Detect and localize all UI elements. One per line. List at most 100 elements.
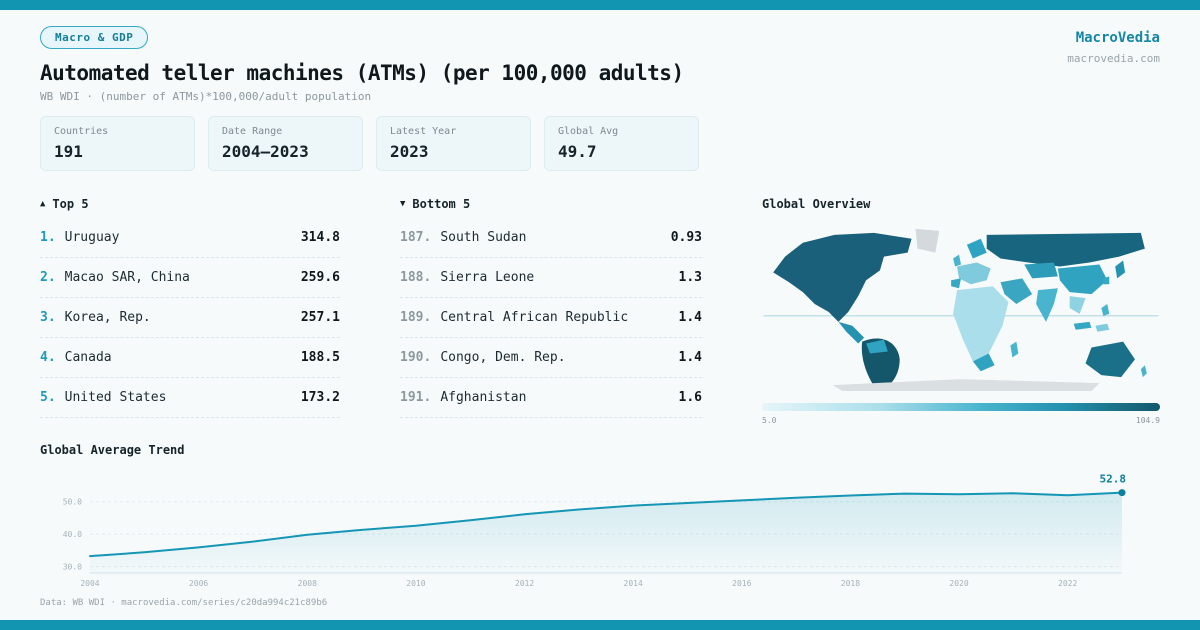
- country-value: 259.6: [300, 270, 340, 285]
- country-name: Sierra Leone: [440, 270, 535, 285]
- country-value: 1.4: [678, 350, 702, 365]
- scale-max-label: 104.9: [1135, 416, 1160, 425]
- country-value: 1.4: [678, 310, 702, 325]
- country-value: 188.5: [300, 350, 340, 365]
- rank-number: 191.: [400, 390, 432, 405]
- stat-label: Date Range: [222, 126, 283, 137]
- stat-label: Countries: [54, 126, 109, 137]
- world-map-choropleth: [763, 228, 1159, 391]
- country-value: 257.1: [300, 310, 340, 325]
- top-accent-bar: [0, 0, 1200, 10]
- page-subtitle: WB WDI · (number of ATMs)*100,000/adult …: [40, 90, 372, 103]
- country-name: Congo, Dem. Rep.: [440, 350, 566, 365]
- main-row: ▲ Top 5 1. Uruguay 314.8 2. Macao SAR, C…: [0, 171, 1200, 425]
- stat-value: 2023: [390, 142, 429, 161]
- country-name: United States: [64, 390, 167, 405]
- bottom5-title: ▼ Bottom 5: [400, 195, 702, 213]
- south-america-north-patch: [866, 339, 888, 354]
- indonesia-west: [1073, 321, 1092, 330]
- header-left: Macro & GDP Automated teller machines (A…: [40, 26, 684, 103]
- list-item: 188. Sierra Leone 1.3: [400, 258, 702, 298]
- antarctica: [832, 379, 1100, 391]
- scale-min-label: 5.0: [762, 416, 777, 425]
- list-item: 187. South Sudan 0.93: [400, 218, 702, 258]
- map-title-label: Global Overview: [762, 197, 871, 211]
- country-name: South Sudan: [440, 230, 527, 245]
- svg-text:40.0: 40.0: [63, 530, 82, 539]
- rank-number: 5.: [40, 390, 56, 405]
- stat-value: 49.7: [558, 142, 597, 161]
- continent-europe: [957, 262, 991, 285]
- svg-text:52.8: 52.8: [1100, 473, 1127, 486]
- trend-title: Global Average Trend: [40, 443, 185, 457]
- list-item: 2. Macao SAR, China 259.6: [40, 258, 340, 298]
- choropleth-color-scale: [762, 403, 1160, 411]
- rank-number: 3.: [40, 310, 56, 325]
- brand-name: MacroVedia: [1075, 30, 1160, 46]
- central-america: [838, 321, 865, 344]
- madagascar: [1010, 341, 1019, 358]
- new-zealand: [1140, 365, 1147, 378]
- bottom-accent-bar: [0, 620, 1200, 630]
- stat-card-global-avg: Global Avg 49.7: [544, 116, 699, 171]
- korea: [1103, 276, 1110, 285]
- list-item: 190. Congo, Dem. Rep. 1.4: [400, 338, 702, 378]
- header: Macro & GDP Automated teller machines (A…: [0, 10, 1200, 103]
- australia: [1085, 341, 1135, 378]
- category-badge[interactable]: Macro & GDP: [40, 26, 149, 49]
- country-name: Uruguay: [64, 230, 120, 245]
- country-name: Canada: [64, 350, 112, 365]
- stat-card-countries: Countries 191: [40, 116, 195, 171]
- trend-line-chart: 30.0 40.0 50.0 2004 2006 2008 2010 2012 2014 2016…: [63, 473, 1127, 588]
- list-item: 4. Canada 188.5: [40, 338, 340, 378]
- global-overview-panel: Global Overview: [762, 195, 1160, 425]
- top5-title-label: Top 5: [52, 197, 89, 211]
- list-item: 1. Uruguay 314.8: [40, 218, 340, 258]
- united-kingdom: [953, 254, 961, 267]
- country-value: 173.2: [300, 390, 340, 405]
- bottom5-list: ▼ Bottom 5 187. South Sudan 0.93 188. Si…: [400, 195, 702, 425]
- svg-text:2022: 2022: [1058, 579, 1077, 588]
- southeast-asia: [1069, 296, 1086, 314]
- list-item: 3. Korea, Rep. 257.1: [40, 298, 340, 338]
- rank-number: 2.: [40, 270, 56, 285]
- philippines: [1101, 304, 1110, 316]
- southern-africa-patch: [972, 353, 995, 372]
- brand-site-link[interactable]: macrovedia.com: [1067, 52, 1160, 65]
- svg-text:2020: 2020: [949, 579, 968, 588]
- svg-text:2012: 2012: [515, 579, 534, 588]
- rank-number: 190.: [400, 350, 432, 365]
- header-right: MacroVedia macrovedia.com: [1067, 26, 1160, 65]
- russia-north-asia: [986, 232, 1145, 267]
- svg-text:50.0: 50.0: [63, 498, 82, 507]
- page-title: Automated teller machines (ATMs) (per 10…: [40, 61, 684, 85]
- stat-card-latest-year: Latest Year 2023: [376, 116, 531, 171]
- india: [1036, 288, 1058, 322]
- footer-source-link[interactable]: Data: WB WDI · macrovedia.com/series/c20…: [40, 598, 328, 608]
- continent-africa: [953, 286, 1009, 362]
- continent-north-america: [773, 232, 912, 322]
- svg-text:2016: 2016: [732, 579, 751, 588]
- stat-card-date-range: Date Range 2004—2023: [208, 116, 363, 171]
- list-item: 189. Central African Republic 1.4: [400, 298, 702, 338]
- country-name: Afghanistan: [440, 390, 527, 405]
- country-name: Macao SAR, China: [64, 270, 190, 285]
- top5-title: ▲ Top 5: [40, 195, 340, 213]
- bottom5-title-label: Bottom 5: [412, 197, 471, 211]
- japan: [1115, 260, 1126, 279]
- list-item: 191. Afghanistan 1.6: [400, 378, 702, 418]
- greenland-no-data: [915, 228, 940, 253]
- china-east-asia: [1057, 264, 1108, 295]
- stat-label: Latest Year: [390, 126, 457, 137]
- map-title: Global Overview: [762, 195, 1160, 213]
- scandinavia: [966, 238, 987, 259]
- rank-number: 187.: [400, 230, 432, 245]
- stat-label: Global Avg: [558, 126, 619, 137]
- up-arrow-icon: ▲: [40, 199, 46, 209]
- trend-section: Global Average Trend 30.0 40.0 50.0 2004 200…: [0, 425, 1200, 599]
- rank-number: 1.: [40, 230, 56, 245]
- svg-text:2004: 2004: [80, 579, 99, 588]
- stat-value: 191: [54, 142, 83, 161]
- middle-east: [1000, 278, 1033, 305]
